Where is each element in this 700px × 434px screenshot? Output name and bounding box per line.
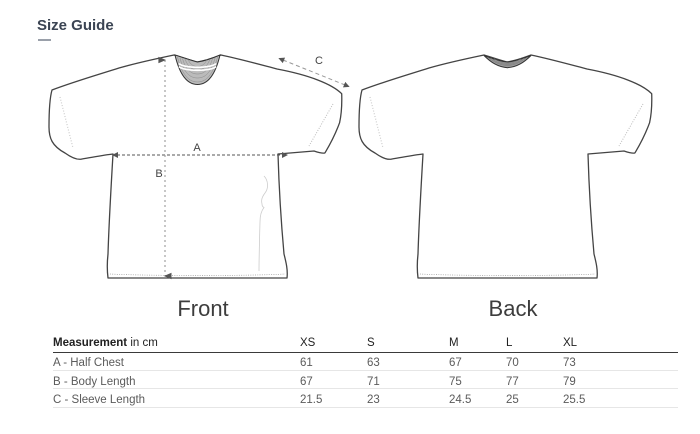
svg-text:C: C	[315, 55, 323, 67]
svg-text:B: B	[155, 168, 162, 180]
svg-text:A: A	[193, 142, 201, 154]
